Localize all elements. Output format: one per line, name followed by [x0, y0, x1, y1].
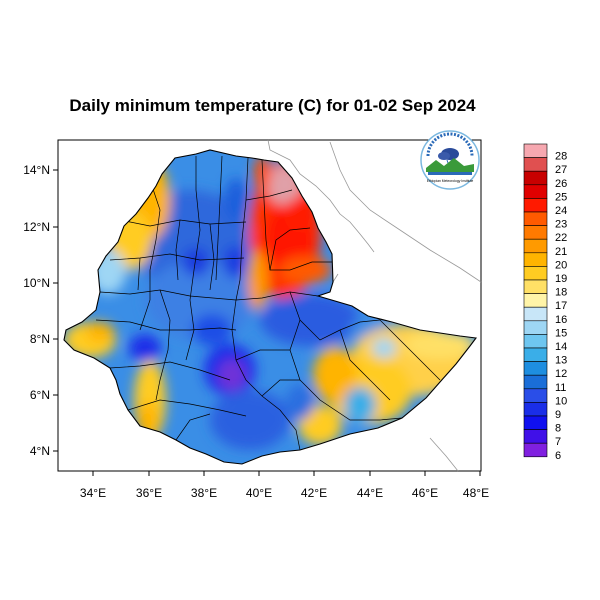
colorbar-swatch	[523, 374, 548, 390]
colorbar-label: 7	[555, 436, 561, 448]
colorbar-label: 19	[555, 273, 567, 285]
colorbar-label: 28	[555, 151, 567, 163]
colorbar-label: 20	[555, 259, 567, 271]
colorbar-swatch	[523, 402, 548, 417]
colorbar-label: 8	[555, 423, 561, 435]
x-tick-label: 46°E	[412, 486, 438, 500]
colorbar-swatch	[523, 252, 548, 267]
colorbar-label: 11	[555, 382, 566, 394]
x-tick-label: 36°E	[136, 486, 162, 500]
colorbar-swatch	[523, 225, 548, 240]
colorbar-label: 13	[555, 355, 567, 367]
colorbar-label: 26	[555, 178, 567, 190]
neighbour-borders	[267, 139, 482, 472]
y-tick-label: 12°N	[23, 220, 50, 234]
colorbar-label: 21	[555, 246, 567, 258]
colorbar-swatch	[523, 143, 548, 158]
colorbar-swatch	[523, 157, 548, 172]
colorbar-swatch	[523, 279, 548, 294]
logo-caption: Ethiopian Meteorology Institute	[427, 179, 474, 183]
colorbar-swatch	[523, 347, 548, 362]
x-tick-label: 42°E	[301, 486, 327, 500]
colorbar-label: 22	[555, 232, 567, 244]
colorbar-swatch	[523, 361, 548, 376]
colorbar-label: 15	[555, 327, 567, 339]
colorbar-swatch	[523, 306, 548, 322]
colorbar-swatch	[523, 429, 548, 444]
x-tick-label: 38°E	[191, 486, 217, 500]
x-tick-label: 40°E	[246, 486, 272, 500]
colorbar-label: 24	[555, 205, 567, 217]
colorbar-swatch	[523, 211, 548, 226]
colorbar-swatch	[523, 320, 548, 335]
colorbar-label: 25	[555, 191, 567, 203]
ethiopian-meteorology-logo: Ethiopian Meteorology Institute	[420, 130, 480, 190]
x-tick-label: 44°E	[357, 486, 383, 500]
x-axis	[92, 471, 481, 476]
zone-boundaries	[95, 155, 441, 451]
colorbar-label: 9	[555, 409, 561, 421]
colorbar-swatch	[523, 442, 548, 458]
colorbar-label: 12	[555, 368, 567, 380]
colorbar-swatch	[523, 198, 548, 213]
colorbar-label: 18	[555, 287, 567, 299]
x-tick-labels: 34°E 36°E 38°E 40°E 42°E 44°E 46°E 48°E	[80, 486, 489, 500]
colorbar-swatch	[523, 293, 548, 308]
map-title: Daily minimum temperature (C) for 01-02 …	[69, 96, 476, 115]
y-tick-label: 10°N	[23, 276, 50, 290]
colorbar-swatch	[523, 266, 548, 281]
colorbar-label: 17	[555, 300, 567, 312]
colorbar-swatch	[523, 238, 548, 254]
x-tick-label: 48°E	[463, 486, 489, 500]
y-tick-label: 4°N	[30, 444, 50, 458]
y-tick-label: 6°N	[30, 388, 50, 402]
x-tick-label: 34°E	[80, 486, 106, 500]
colorbar-label: 27	[555, 164, 567, 176]
colorbar-label: 23	[555, 219, 567, 231]
colorbar-swatch	[523, 170, 548, 186]
y-tick-label: 14°N	[23, 163, 50, 177]
y-axis	[53, 169, 58, 452]
colorbar-label: 16	[555, 314, 567, 326]
colorbar-swatch	[523, 184, 548, 199]
colorbar-swatch	[523, 415, 548, 430]
y-tick-label: 8°N	[30, 332, 50, 346]
colorbar-label: 14	[555, 341, 567, 353]
ethiopia-outline	[63, 149, 478, 465]
colorbar-label: 10	[555, 395, 567, 407]
y-tick-labels: 14°N 12°N 10°N 8°N 6°N 4°N	[23, 163, 50, 458]
colorbar-label: 6	[555, 450, 561, 462]
colorbar-swatch	[523, 334, 548, 349]
colorbar-swatch	[523, 388, 548, 403]
